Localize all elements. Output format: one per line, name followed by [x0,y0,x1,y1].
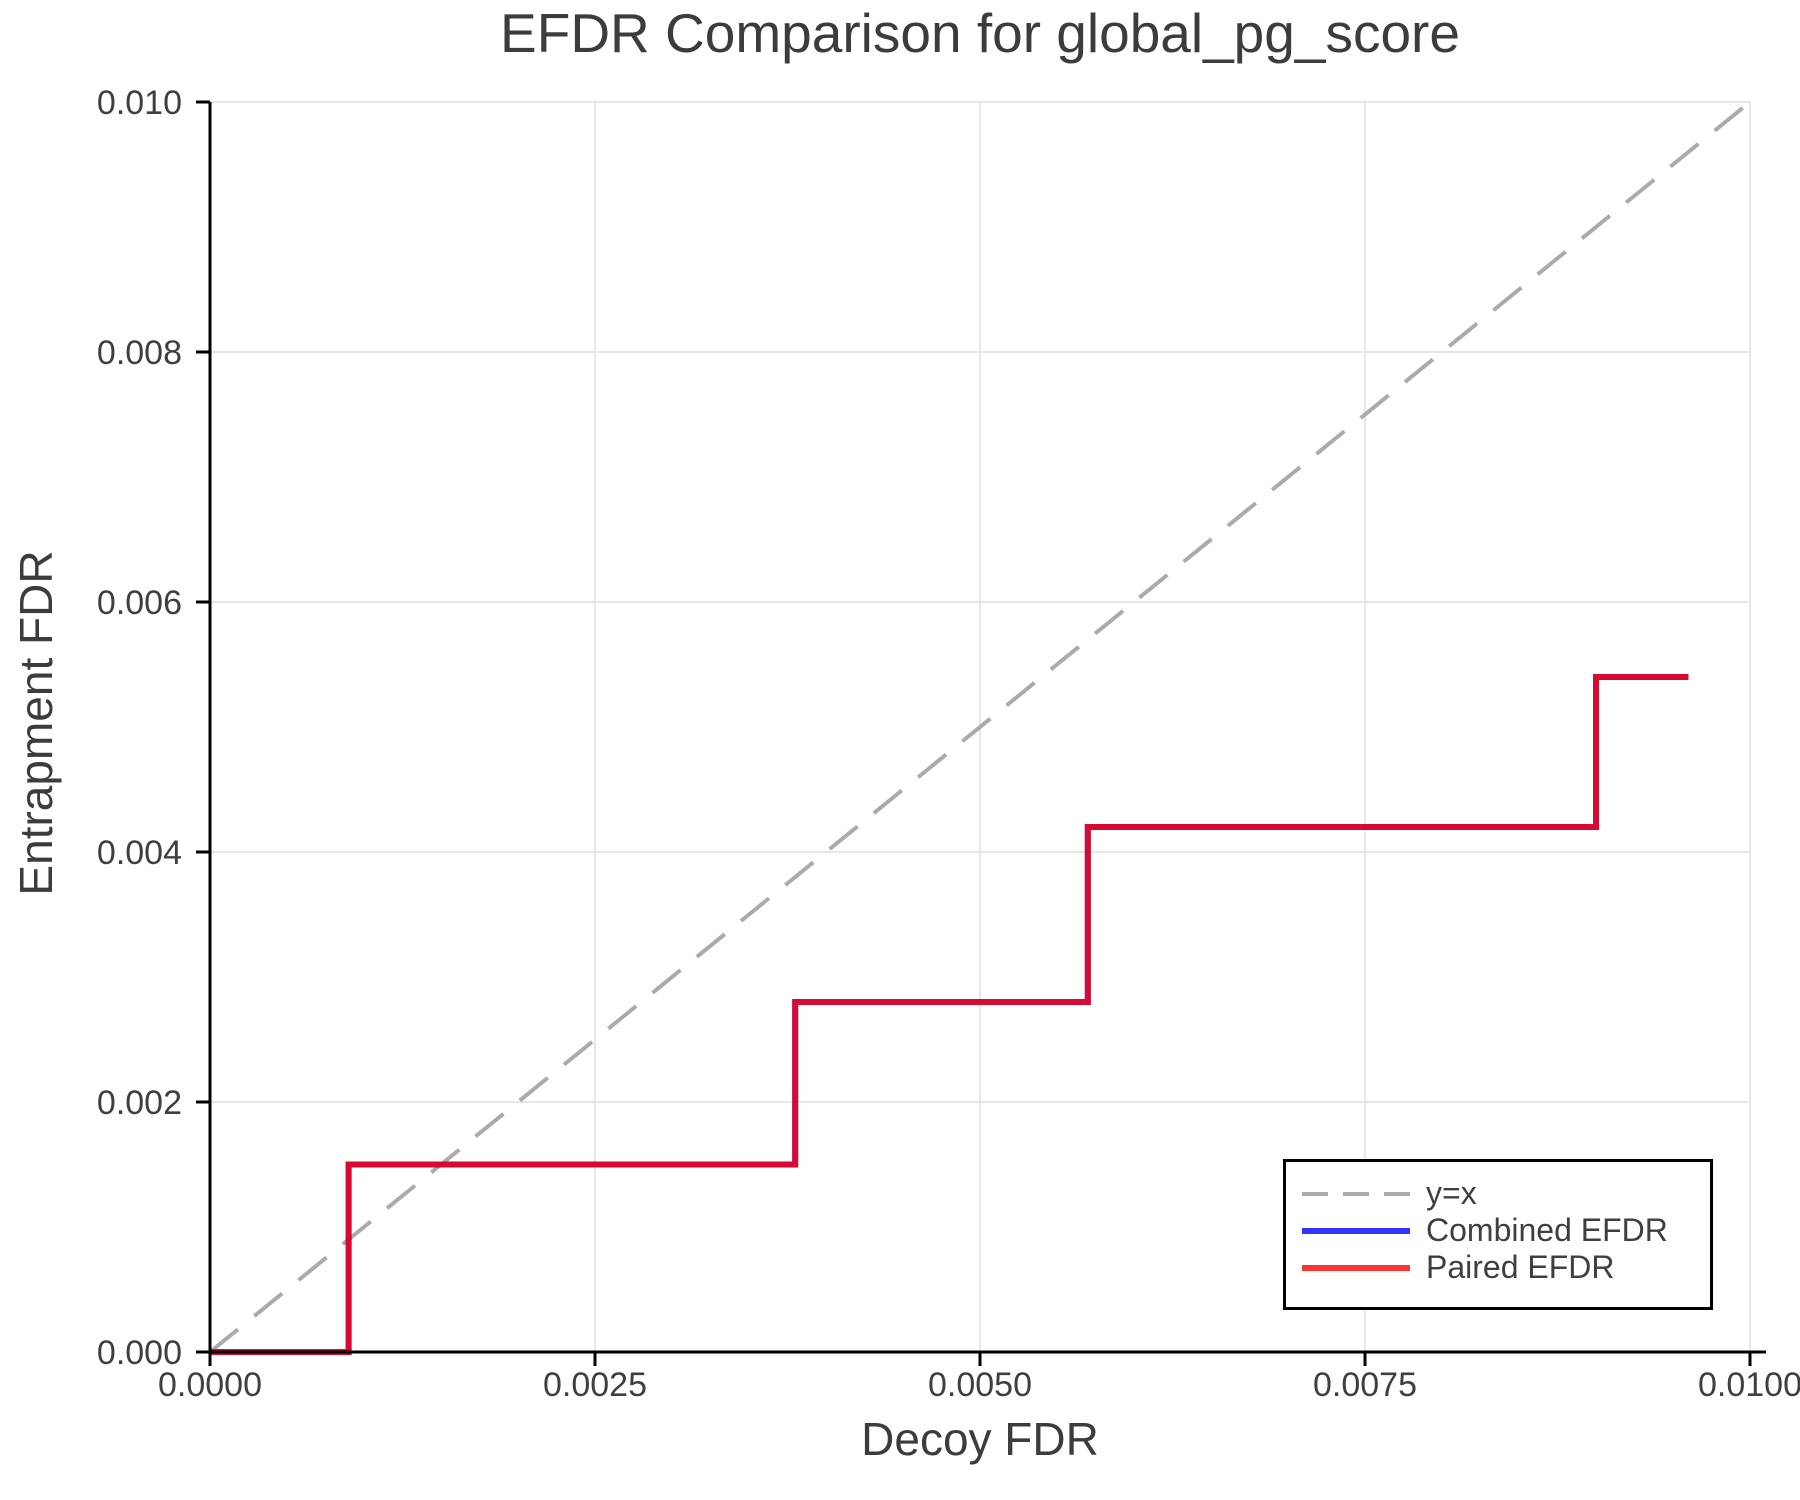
legend: y=x Combined EFDR Paired EFDR [1283,1159,1713,1310]
y-tick-label: 0.006 [97,584,182,622]
x-tick-label: 0.0025 [543,1366,647,1404]
legend-row-paired: Paired EFDR [1286,1249,1710,1286]
y-tick-label: 0.000 [97,1334,182,1372]
x-axis-label: Decoy FDR [861,1413,1099,1465]
y-tick-label: 0.008 [97,334,182,372]
legend-label-paired: Paired EFDR [1426,1249,1615,1285]
legend-label-combined: Combined EFDR [1426,1212,1668,1248]
x-tick-label: 0.0075 [1313,1366,1417,1404]
y-tick-label: 0.002 [97,1084,182,1122]
identity-line [208,100,1752,1354]
series-line-paired-efdr [210,674,1689,1355]
x-tick-label: 0.0000 [158,1366,262,1404]
x-tick-label: 0.0050 [928,1366,1032,1404]
y-axis-label: Entrapment FDR [10,550,62,896]
chart-title: EFDR Comparison for global_pg_score [500,2,1460,64]
blue-line-icon [1302,1227,1410,1234]
x-tick-label: 0.0100 [1698,1366,1800,1404]
legend-label-identity: y=x [1426,1175,1477,1211]
dashed-line-icon [1302,1191,1410,1196]
red-line-icon [1302,1264,1410,1271]
legend-row-identity: y=x [1286,1175,1710,1212]
legend-row-combined: Combined EFDR [1286,1212,1710,1249]
y-tick-label: 0.010 [97,84,182,122]
y-tick-label: 0.004 [97,834,182,872]
